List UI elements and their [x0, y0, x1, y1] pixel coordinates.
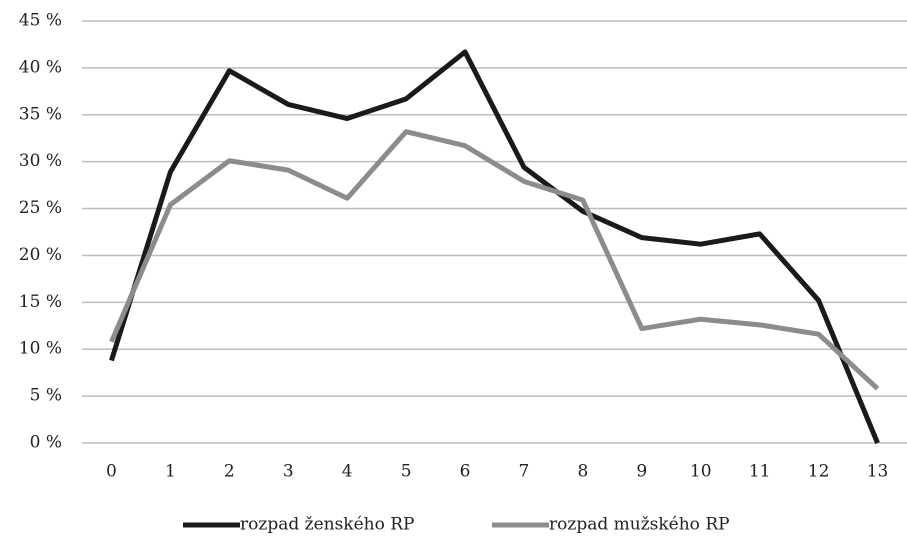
x-tick-label: 8	[577, 462, 588, 482]
x-tick-label: 12	[808, 462, 830, 482]
x-tick-label: 11	[749, 462, 771, 482]
x-tick-label: 7	[519, 462, 530, 482]
y-tick-label: 5 %	[30, 386, 62, 406]
x-tick-label: 5	[401, 462, 412, 482]
x-tick-label: 2	[224, 462, 235, 482]
y-tick-label: 35 %	[19, 104, 62, 124]
y-tick-label: 10 %	[19, 339, 62, 359]
y-tick-label: 15 %	[19, 292, 62, 312]
x-tick-label: 3	[283, 462, 294, 482]
y-tick-label: 40 %	[19, 57, 62, 77]
x-tick-label: 10	[690, 462, 712, 482]
legend-label: rozpad mužského RP	[549, 515, 730, 535]
y-tick-label: 30 %	[19, 151, 62, 171]
x-tick-label: 0	[106, 462, 117, 482]
x-tick-label: 1	[165, 462, 176, 482]
series-line	[109, 49, 880, 444]
x-tick-label: 13	[867, 462, 889, 482]
y-tick-label: 45 %	[19, 11, 62, 31]
x-tick-label: 9	[636, 462, 647, 482]
legend-label: rozpad ženského RP	[240, 515, 415, 535]
series-line	[109, 129, 880, 391]
y-tick-label: 0 %	[30, 433, 62, 453]
y-tick-label: 20 %	[19, 245, 62, 265]
y-tick-label: 25 %	[19, 198, 62, 218]
x-tick-label: 6	[460, 462, 471, 482]
x-tick-label: 4	[342, 462, 353, 482]
